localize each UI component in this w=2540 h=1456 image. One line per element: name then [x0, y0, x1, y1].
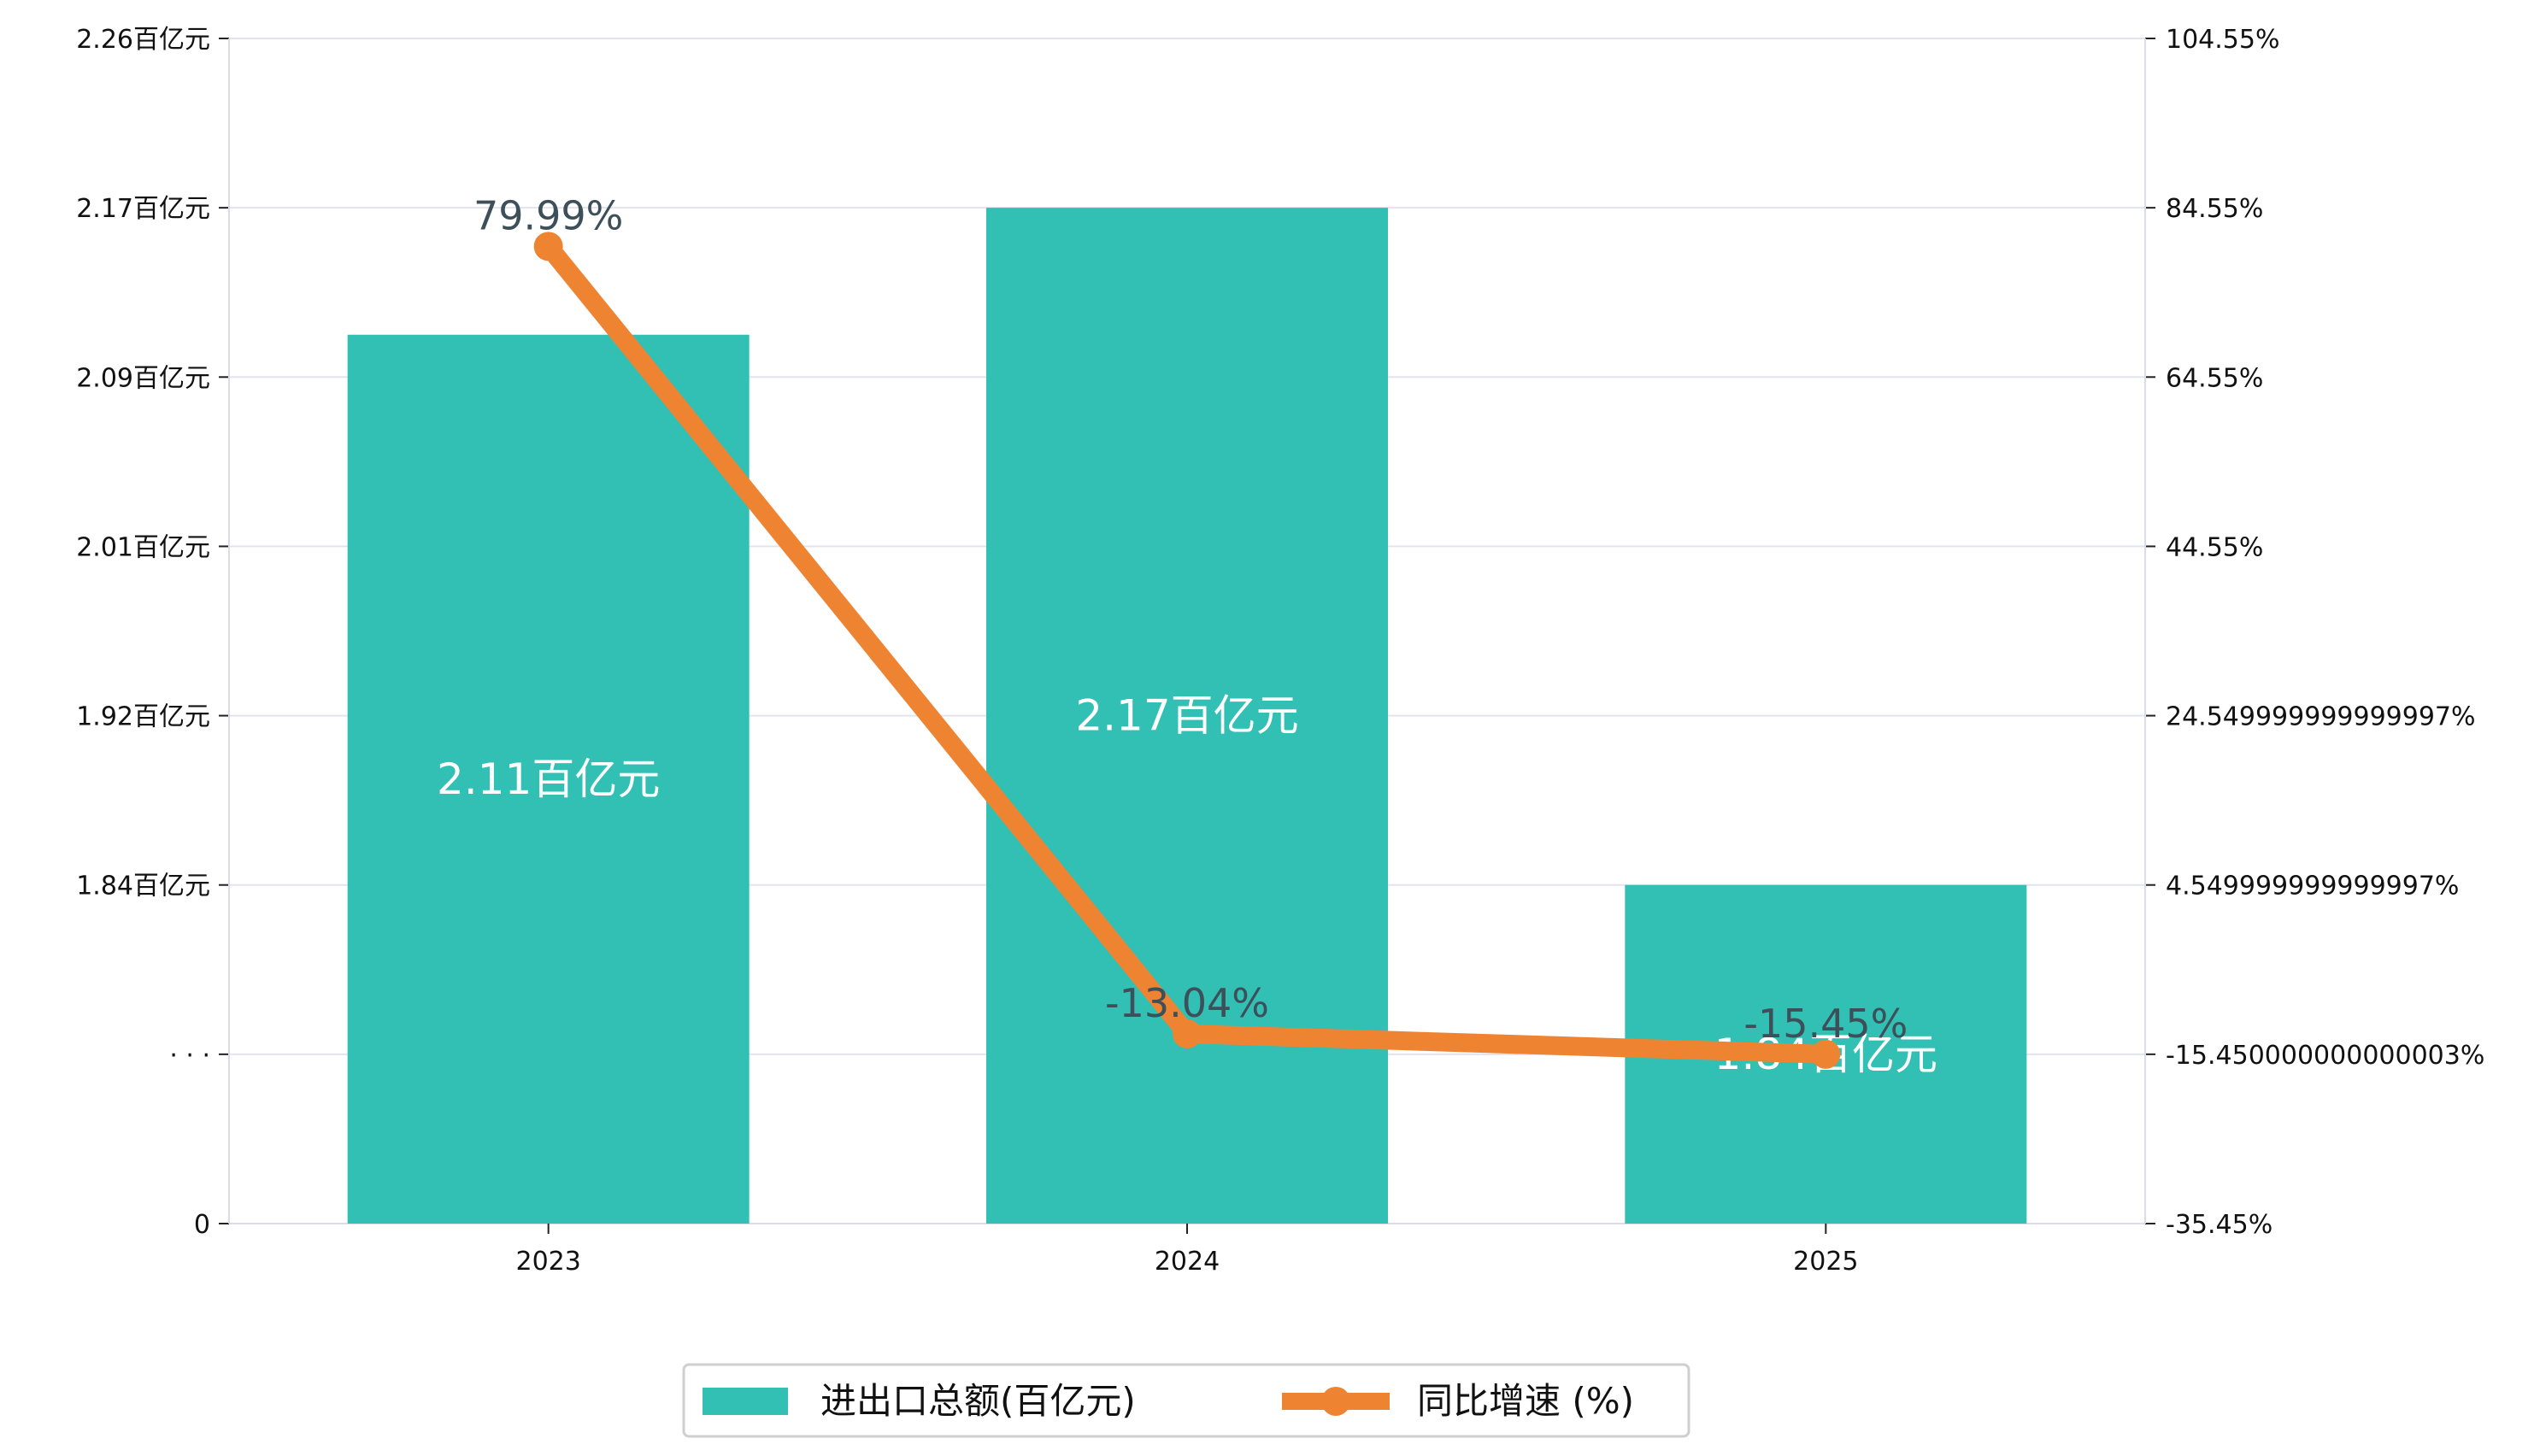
x-tick-label: 2023 — [515, 1247, 580, 1277]
line-value-labels: 79.99% -13.04% -15.45% — [473, 192, 1908, 1047]
right-tick-label: 84.55% — [2166, 194, 2263, 224]
right-tick-label: 64.55% — [2166, 363, 2263, 393]
bar — [986, 208, 1388, 1224]
left-tick-label: 1.84百亿元 — [76, 872, 210, 901]
left-tick-label: 2.01百亿元 — [76, 532, 210, 562]
legend-box — [682, 1363, 1690, 1438]
legend: 进出口总额(百亿元) 同比增速 (%) — [682, 1363, 1690, 1438]
legend-bar-swatch — [703, 1388, 788, 1415]
right-tick-label: 104.55% — [2166, 25, 2279, 55]
left-tick-label: 2.17百亿元 — [76, 194, 210, 224]
legend-line-label: 同比增速 (%) — [1417, 1380, 1634, 1422]
right-tick-label: -35.45% — [2166, 1210, 2272, 1240]
legend-line-marker — [1321, 1387, 1350, 1416]
right-tick-label: 44.55% — [2166, 532, 2263, 562]
right-tick-label: 4.549999999999997% — [2166, 872, 2459, 901]
left-tick-label: 1.92百亿元 — [76, 702, 210, 732]
bar-value-label: 2.17百亿元 — [1075, 691, 1298, 741]
bar — [347, 334, 750, 1224]
line-point — [1811, 1039, 1841, 1069]
x-tick-label: 2024 — [1155, 1247, 1220, 1277]
bar-series — [347, 208, 2027, 1224]
line-value-label: -13.04% — [1105, 980, 1269, 1026]
axes: 0 · · · 1.84百亿元 1.92百亿元 2.01百亿元 2.09百亿元 2.17百亿… — [76, 25, 2484, 1277]
left-tick-label: · · · — [169, 1041, 210, 1071]
line-point — [533, 232, 563, 261]
line-value-label: -15.45% — [1743, 1001, 1908, 1047]
left-tick-label: 2.09百亿元 — [76, 363, 210, 393]
legend-bar-label: 进出口总额(百亿元) — [820, 1380, 1136, 1422]
line-series — [533, 232, 1841, 1069]
right-tick-label: 24.549999999999997% — [2166, 702, 2476, 732]
left-tick-label: 0 — [194, 1210, 210, 1240]
line-value-label: 79.99% — [473, 192, 623, 238]
left-tick-label: 2.26百亿元 — [76, 25, 210, 55]
bar-value-label: 2.11百亿元 — [437, 754, 660, 804]
right-tick-label: -15.450000000000003% — [2166, 1041, 2484, 1071]
line-point — [1173, 1019, 1202, 1048]
x-tick-label: 2025 — [1793, 1247, 1858, 1277]
